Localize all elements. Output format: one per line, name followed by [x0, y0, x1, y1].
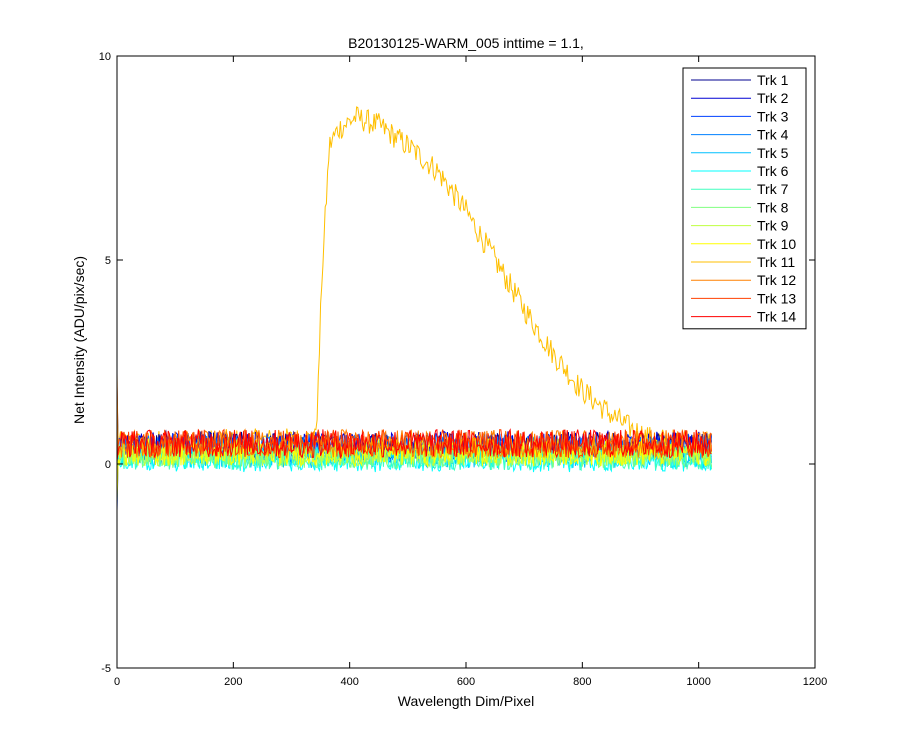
series-line-14 [116, 428, 712, 462]
legend: Trk 1 Trk 2 Trk 3 Trk 4 Trk 5 Trk 6 Trk 7 Trk 8… [682, 67, 807, 330]
legend-label: Trk 6 [757, 163, 789, 179]
legend-label: Trk 14 [757, 309, 796, 325]
x-axis-label: Wavelength Dim/Pixel [398, 693, 534, 709]
y-tick-label: 5 [105, 255, 111, 267]
x-tick-label: 400 [340, 676, 358, 688]
x-tick-label: 800 [573, 676, 591, 688]
legend-label: Trk 3 [757, 108, 789, 124]
legend-label: Trk 2 [757, 90, 789, 106]
legend-label: Trk 5 [757, 145, 789, 161]
legend-label: Trk 7 [757, 181, 789, 197]
x-tick-label: 200 [224, 676, 242, 688]
x-tick-label: 0 [114, 676, 120, 688]
chart-title: B20130125-WARM_005 inttime = 1.1, [348, 35, 584, 51]
x-tick-label: 600 [457, 676, 475, 688]
legend-label: Trk 9 [757, 218, 789, 234]
y-tick-label: 10 [99, 51, 111, 63]
legend-label: Trk 12 [757, 272, 796, 288]
legend-label: Trk 11 [757, 254, 795, 270]
series-layer [116, 106, 712, 511]
legend-label: Trk 13 [757, 290, 796, 306]
legend-label: Trk 4 [757, 127, 789, 143]
x-tick-label: 1000 [686, 676, 710, 688]
y-tick-label: -5 [101, 663, 111, 675]
y-tick-label: 0 [105, 459, 111, 471]
legend-label: Trk 10 [757, 236, 796, 252]
legend-label: Trk 1 [757, 72, 789, 88]
legend-box [682, 67, 807, 330]
y-axis-label: Net Intensity (ADU/pix/sec) [71, 256, 87, 424]
x-tick-label: 1200 [803, 676, 827, 688]
legend-label: Trk 8 [757, 199, 789, 215]
